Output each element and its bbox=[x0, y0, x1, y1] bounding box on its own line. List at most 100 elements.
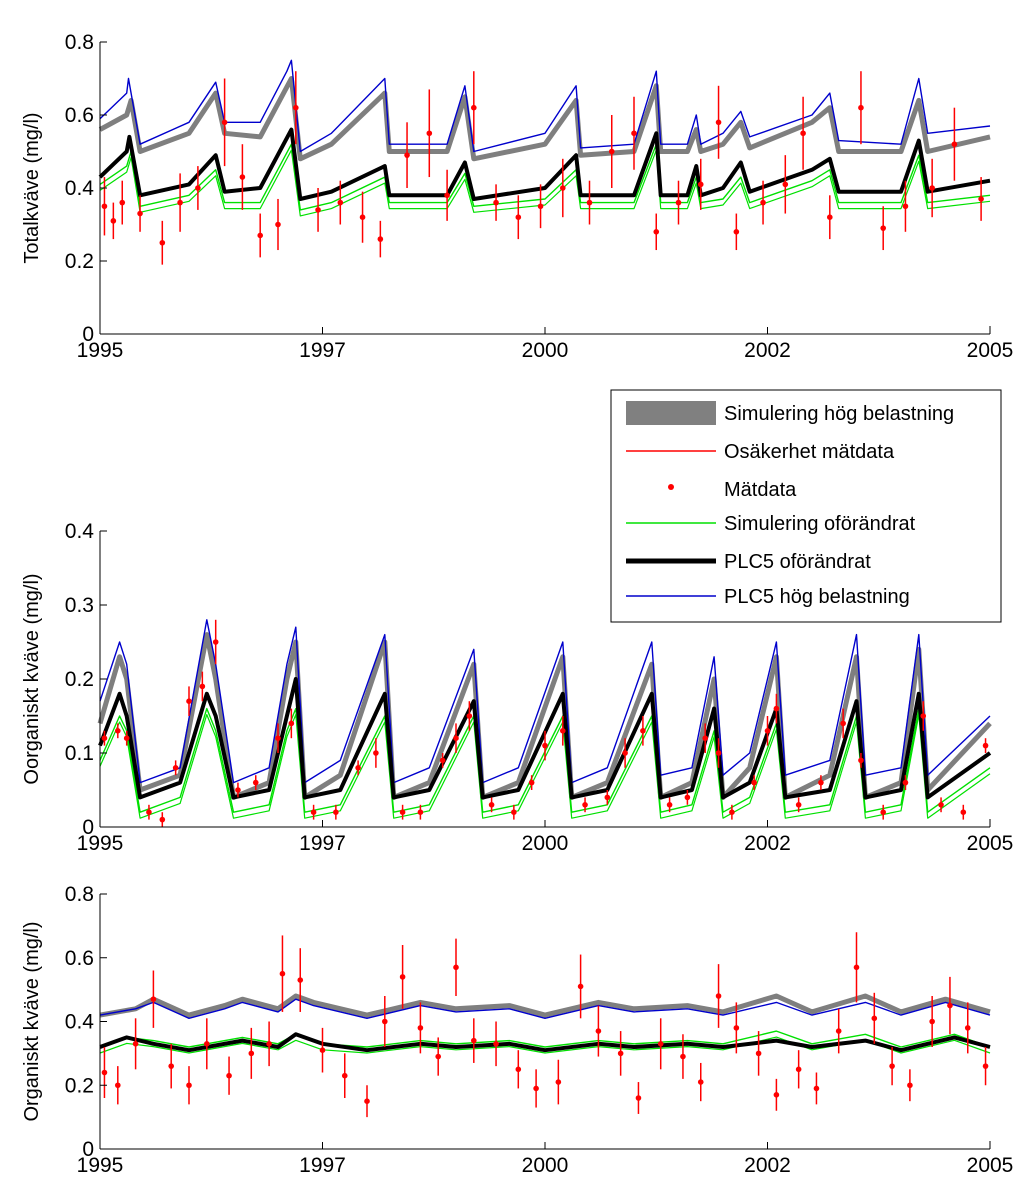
measurement-point bbox=[315, 207, 321, 213]
measurement-point bbox=[119, 199, 126, 206]
series-line-plc5-hog-belastning bbox=[99, 998, 991, 1019]
measurement-point bbox=[221, 119, 228, 126]
x-tick-label: 1995 bbox=[77, 339, 124, 362]
measurement-point bbox=[755, 1050, 762, 1057]
measurement-point bbox=[252, 779, 259, 786]
x-tick-label: 2005 bbox=[967, 1154, 1014, 1177]
series-line-plc5-hog-belastning bbox=[99, 59, 991, 153]
measurement-point bbox=[359, 214, 366, 220]
measurement-point bbox=[488, 802, 495, 808]
y-tick-label: 0 bbox=[82, 323, 94, 346]
y-axis-label: Oorganiskt kväve (mg/l) bbox=[21, 573, 43, 784]
measurement-point bbox=[239, 174, 246, 180]
measurement-point bbox=[115, 728, 121, 734]
legend-label-sim-hog: Simulering hög belastning bbox=[724, 403, 954, 425]
y-tick-label: 0.2 bbox=[65, 668, 94, 691]
measurement-point bbox=[666, 802, 673, 808]
measurement-point bbox=[471, 104, 477, 111]
measurement-point bbox=[426, 130, 433, 137]
series-line-simulering-hog-belastning bbox=[97, 632, 992, 800]
measurement-point bbox=[982, 742, 989, 749]
measurement-point bbox=[697, 1079, 704, 1085]
measurement-point bbox=[212, 639, 219, 645]
measurement-point bbox=[871, 1015, 878, 1022]
measurement-point bbox=[471, 1037, 477, 1044]
measurement-point bbox=[680, 1053, 686, 1060]
measurement-point bbox=[964, 1025, 971, 1031]
measurement-point bbox=[199, 683, 206, 690]
measurement-point bbox=[364, 1098, 370, 1104]
measurement-point bbox=[907, 1082, 913, 1089]
series-line-plc5-oforandrat bbox=[98, 127, 991, 201]
measurement-point bbox=[902, 779, 909, 786]
measurement-point bbox=[115, 1082, 121, 1089]
y-axis-label: Totalkväve (mg/l) bbox=[21, 112, 43, 263]
measurement-point bbox=[560, 728, 566, 734]
y-tick-label: 0.4 bbox=[65, 520, 95, 543]
measurement-point bbox=[466, 713, 473, 719]
legend-label-sim-oforandrat: Simulering oförändrat bbox=[724, 513, 916, 535]
measurement-point bbox=[310, 809, 317, 815]
x-tick-label: 1997 bbox=[299, 339, 346, 362]
measurement-point bbox=[889, 1063, 895, 1069]
measurement-point bbox=[773, 1092, 780, 1098]
measurement-point bbox=[341, 1072, 348, 1079]
measurement-point bbox=[279, 970, 286, 977]
measurement-point bbox=[288, 720, 295, 727]
measurement-point bbox=[697, 181, 704, 188]
measurement-point bbox=[675, 199, 682, 206]
y-tick-label: 0 bbox=[82, 816, 94, 839]
measurement-point bbox=[622, 750, 628, 756]
measurement-point bbox=[146, 809, 152, 815]
measurement-point bbox=[978, 196, 984, 202]
measurement-point bbox=[177, 199, 183, 206]
measurement-point bbox=[453, 964, 459, 971]
measurement-point bbox=[733, 1025, 740, 1031]
measurement-point bbox=[493, 1041, 499, 1047]
legend-box bbox=[610, 389, 1002, 623]
measurement-point bbox=[337, 199, 344, 206]
series-line-simulering-oforandrat-lower bbox=[99, 149, 991, 217]
measurement-point bbox=[453, 735, 459, 741]
measurement-point bbox=[595, 1028, 602, 1034]
measurement-point bbox=[132, 1041, 139, 1047]
x-tick-label: 2000 bbox=[522, 1154, 569, 1177]
measurement-point bbox=[920, 713, 927, 719]
measurement-point bbox=[715, 750, 722, 756]
measurement-point bbox=[435, 1053, 442, 1060]
measurement-point bbox=[555, 1079, 562, 1085]
chart-panels: 0 0.2 0.4 0.6 0.8 1995 1997 2000 2002 2005 Totalkv… bbox=[21, 31, 1013, 1177]
series-line-plc5-oforandrat bbox=[98, 677, 992, 800]
measurement-point bbox=[204, 1041, 210, 1047]
measurement-point bbox=[404, 152, 410, 158]
measurement-point bbox=[782, 181, 789, 188]
legend-swatch-matdata bbox=[668, 484, 674, 490]
measurement-point bbox=[729, 809, 735, 815]
measurement-point bbox=[938, 802, 944, 808]
measurement-point bbox=[818, 779, 824, 786]
measurement-point bbox=[657, 1041, 664, 1047]
x-tick-label: 2005 bbox=[967, 832, 1014, 855]
y-tick-label: 0.4 bbox=[65, 177, 95, 200]
measurement-point bbox=[853, 964, 860, 971]
measurement-point bbox=[715, 119, 722, 126]
x-tick-label: 2005 bbox=[967, 339, 1014, 362]
measurement-point bbox=[800, 130, 806, 137]
measurement-point bbox=[835, 1028, 842, 1034]
measurement-point bbox=[577, 983, 584, 990]
legend: Simulering hög belastning Osäkerhet mätd… bbox=[610, 389, 1002, 623]
measurement-point bbox=[604, 794, 611, 801]
x-tick-label: 1997 bbox=[299, 1154, 346, 1177]
x-tick-label: 1997 bbox=[299, 832, 346, 855]
y-axis-label: Organiskt kväve (mg/l) bbox=[21, 921, 43, 1121]
x-tick-label: 2002 bbox=[744, 1154, 791, 1177]
x-tick-label: 1995 bbox=[77, 832, 124, 855]
measurement-point bbox=[101, 735, 108, 741]
measurement-point bbox=[929, 1018, 935, 1025]
measurement-point bbox=[257, 232, 264, 239]
measurement-point bbox=[684, 794, 691, 801]
y-tick-label: 0.3 bbox=[65, 594, 94, 617]
measurement-point bbox=[733, 229, 740, 235]
measurement-point bbox=[515, 1066, 522, 1073]
series-line-simulering-oforandrat bbox=[99, 1030, 991, 1048]
